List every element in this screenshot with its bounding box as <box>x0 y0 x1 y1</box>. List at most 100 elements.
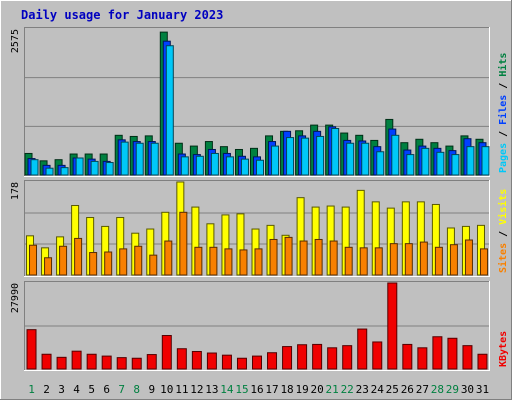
panel-legend: KBytes <box>498 331 509 367</box>
bar-pages-day-21 <box>331 128 340 176</box>
bar-kbytes-day-19 <box>297 344 308 370</box>
bar-pages-day-24 <box>376 151 385 176</box>
bar-sites-day-28 <box>434 246 443 276</box>
bar-sites-day-22 <box>344 246 353 276</box>
x-tick-day-10: 10 <box>160 383 173 396</box>
x-tick-day-6: 6 <box>103 383 110 396</box>
x-tick-day-9: 9 <box>148 383 155 396</box>
bar-sites-day-6 <box>104 251 113 276</box>
bar-kbytes-day-22 <box>342 345 353 370</box>
bar-kbytes-day-12 <box>191 350 202 370</box>
bar-kbytes-day-24 <box>372 341 383 370</box>
bar-pages-day-4 <box>75 157 84 176</box>
panel-legend: Pages / Files / Hits <box>497 53 509 173</box>
bar-sites-day-12 <box>194 246 203 276</box>
x-tick-day-5: 5 <box>88 383 95 396</box>
bar-kbytes-day-16 <box>252 355 262 370</box>
bar-kbytes-day-23 <box>357 328 368 370</box>
bar-pages-day-19 <box>301 137 310 176</box>
x-tick-day-26: 26 <box>401 383 414 396</box>
panel-legend: Sites / Visits <box>497 189 509 273</box>
bar-sites-day-17 <box>269 238 278 276</box>
x-tick-day-17: 17 <box>265 383 278 396</box>
bar-pages-day-2 <box>45 167 54 176</box>
bar-kbytes-day-14 <box>221 354 232 370</box>
bar-kbytes-day-9 <box>146 354 157 370</box>
bar-pages-day-26 <box>406 154 415 176</box>
x-tick-day-21: 21 <box>326 383 339 396</box>
bar-kbytes-day-10 <box>161 335 172 370</box>
bar-pages-day-28 <box>436 151 445 176</box>
bar-kbytes-day-2 <box>41 353 52 370</box>
bar-kbytes-day-27 <box>417 347 428 370</box>
y-max-label: 2575 <box>10 29 21 53</box>
bar-kbytes-day-29 <box>447 337 458 370</box>
bar-sites-day-11 <box>179 211 188 276</box>
x-tick-day-11: 11 <box>175 383 188 396</box>
x-tick-day-19: 19 <box>295 383 308 396</box>
bar-pages-day-18 <box>286 137 295 176</box>
bar-sites-day-16 <box>254 248 263 276</box>
bar-kbytes-day-5 <box>86 353 97 370</box>
x-tick-day-30: 30 <box>461 383 474 396</box>
bar-kbytes-day-11 <box>176 348 187 370</box>
bar-sites-day-14 <box>224 248 233 276</box>
panel-kbytes: 27990 KBytes <box>10 281 509 371</box>
bar-pages-day-14 <box>225 156 234 176</box>
x-tick-day-14: 14 <box>220 383 234 396</box>
x-tick-day-13: 13 <box>205 383 218 396</box>
bar-sites-day-24 <box>374 247 383 276</box>
x-axis-labels: 1 2 3 4 5 6 7 8 9 10 11 12 13 14 15 16 17 18 19 20 21 22 23 24 2… <box>28 383 489 396</box>
bar-sites-day-13 <box>209 246 218 276</box>
bar-sites-day-29 <box>449 244 458 276</box>
legend-part: Hits <box>497 53 509 77</box>
y-max-label: 178 <box>10 182 21 200</box>
x-tick-day-3: 3 <box>58 383 65 396</box>
bar-pages-day-22 <box>346 142 355 176</box>
bar-pages-day-9 <box>150 142 159 176</box>
y-max-label: 27990 <box>10 283 21 313</box>
legend-part: KBytes <box>498 331 509 367</box>
bar-sites-day-20 <box>314 238 323 276</box>
legend-part: Sites <box>497 243 509 273</box>
legend-part: Pages <box>498 143 509 173</box>
panel-hits-files-pages: 2575 Pages / Files / Hits <box>10 27 509 177</box>
x-tick-day-20: 20 <box>311 383 324 396</box>
bar-kbytes-day-13 <box>206 352 217 370</box>
x-tick-day-24: 24 <box>371 383 385 396</box>
bar-sites-day-1 <box>29 244 38 276</box>
bar-kbytes-day-26 <box>402 343 413 370</box>
bar-kbytes-day-1 <box>26 329 37 370</box>
bar-sites-day-21 <box>329 240 338 276</box>
x-tick-day-31: 31 <box>476 383 489 396</box>
bar-kbytes-day-31 <box>477 353 488 370</box>
x-tick-day-25: 25 <box>386 383 399 396</box>
x-tick-day-22: 22 <box>341 383 354 396</box>
bar-sites-day-23 <box>359 247 368 276</box>
bar-kbytes-day-17 <box>267 352 278 370</box>
bar-pages-day-5 <box>90 160 99 176</box>
bar-pages-day-8 <box>135 142 144 176</box>
bar-sites-day-25 <box>389 243 398 276</box>
bar-sites-day-27 <box>419 241 428 276</box>
bar-kbytes-day-3 <box>56 356 67 370</box>
x-tick-day-29: 29 <box>446 383 459 396</box>
bar-kbytes-day-8 <box>131 357 142 370</box>
bar-pages-day-3 <box>60 167 69 176</box>
bar-pages-day-27 <box>421 147 430 176</box>
bar-kbytes-day-4 <box>71 350 82 370</box>
bar-sites-day-4 <box>74 237 83 276</box>
bar-kbytes-day-15 <box>236 357 247 370</box>
bar-sites-day-9 <box>149 254 158 276</box>
bar-kbytes-day-28 <box>432 336 443 370</box>
x-tick-day-1: 1 <box>28 383 35 396</box>
bar-sites-day-2 <box>44 257 53 276</box>
bar-pages-day-25 <box>391 134 400 176</box>
x-tick-day-16: 16 <box>250 383 263 396</box>
x-tick-day-8: 8 <box>133 383 140 396</box>
x-tick-day-28: 28 <box>431 383 444 396</box>
legend-part: / <box>498 225 509 243</box>
bar-pages-day-12 <box>195 155 204 176</box>
x-tick-day-2: 2 <box>43 383 50 396</box>
